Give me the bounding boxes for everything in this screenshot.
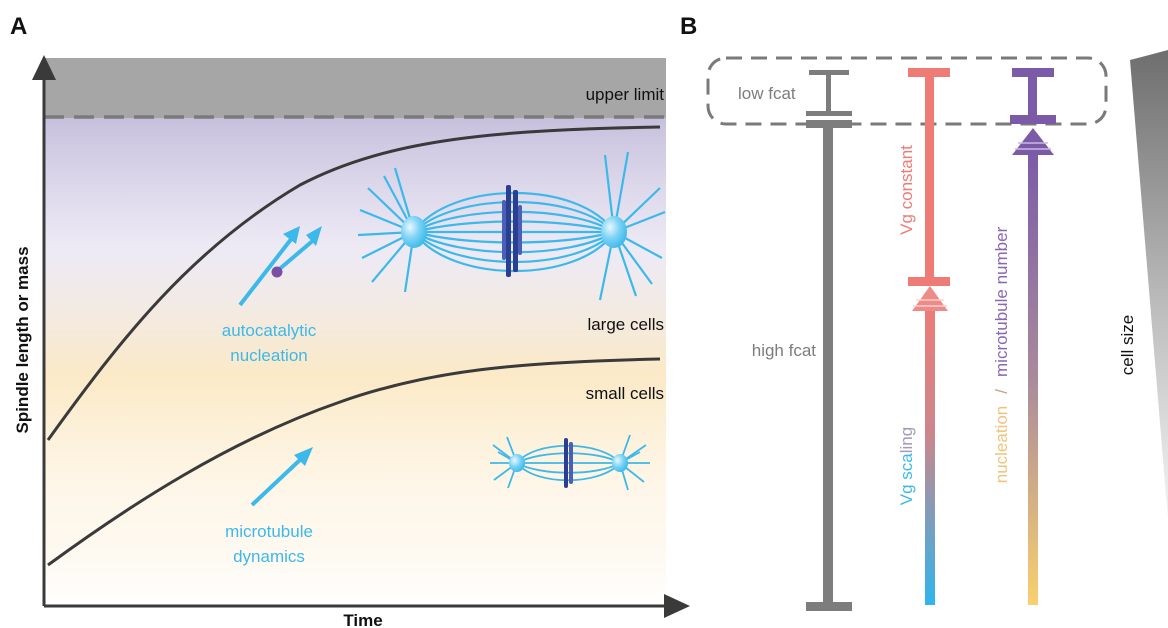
upper-limit-band xyxy=(44,58,666,118)
large-cells-curve xyxy=(46,125,661,441)
small-spindle-pole-right xyxy=(612,454,628,472)
fcat-bar xyxy=(806,70,852,611)
small-spindle-chromosomes xyxy=(564,438,573,488)
vg-constant-label: Vg constant xyxy=(897,145,916,235)
autocatalytic-label-line2: nucleation xyxy=(230,346,308,365)
autocatalytic-label-line1: autocatalytic xyxy=(222,321,317,340)
small-cells-curve xyxy=(47,357,661,567)
cell-size-wedge xyxy=(1130,50,1168,520)
low-fcat-dashed-box xyxy=(706,56,1108,126)
autocatalytic-arrows xyxy=(238,226,322,307)
panel-b-letter: B xyxy=(680,13,697,40)
upper-limit-label: upper limit xyxy=(586,85,665,104)
nucleation-part-a: nucleation xyxy=(992,406,1011,484)
spindle-pole-right xyxy=(601,216,627,248)
nucleation-bar xyxy=(1010,68,1056,605)
x-axis-arrowhead xyxy=(664,594,690,618)
small-spindle-pole-left xyxy=(509,454,525,472)
spindle-pole-left xyxy=(401,216,427,248)
y-axis-label: Spindle length or mass xyxy=(13,246,32,433)
nucleation-separator: / xyxy=(992,389,1011,394)
low-fcat-label: low fcat xyxy=(738,84,796,103)
microtubule-label-line2: dynamics xyxy=(233,547,305,566)
panel-a-letter: A xyxy=(10,13,27,40)
gradient-background xyxy=(44,58,666,606)
high-fcat-label: high fcat xyxy=(752,341,817,360)
large-spindle-chromosomes xyxy=(502,185,522,277)
microtubule-dynamics-arrow xyxy=(250,447,313,507)
vg-bar xyxy=(908,68,950,605)
vg-scaling-part-b: ling xyxy=(897,427,916,453)
y-axis-arrowhead xyxy=(32,55,56,80)
microtubule-label-line1: microtubule xyxy=(225,522,313,541)
x-axis-label: Time xyxy=(343,611,382,628)
large-cells-label: large cells xyxy=(587,315,664,334)
vg-scaling-part-a: Vg sca xyxy=(897,453,916,506)
vg-scaling-label: Vg scaling xyxy=(897,427,916,505)
nucleation-label: nucleation / microtubule number xyxy=(992,226,1011,483)
nucleation-part-b: microtubule number xyxy=(992,226,1011,377)
cell-size-label: cell size xyxy=(1118,315,1137,375)
small-cells-label: small cells xyxy=(586,384,664,403)
